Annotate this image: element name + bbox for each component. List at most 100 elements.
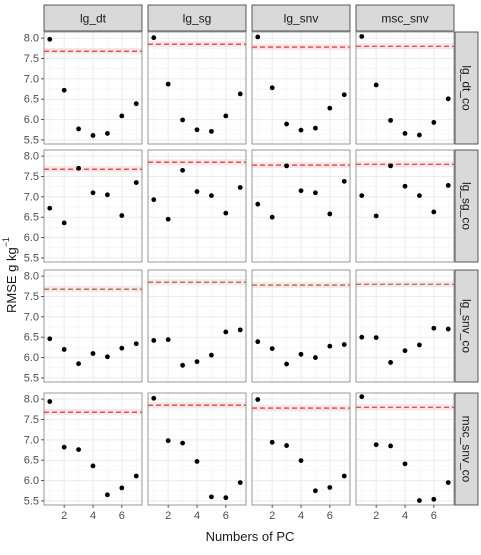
data-point <box>223 113 229 119</box>
column-strip-lg_dt: lg_dt <box>43 4 143 32</box>
panel-lg_sg_co-lg_sg <box>147 149 247 263</box>
x-tick-label: 2 <box>269 510 275 522</box>
data-point <box>255 34 261 40</box>
data-point <box>284 361 289 367</box>
data-point <box>445 183 451 188</box>
panel-lg_dt_co-lg_sg <box>147 31 247 145</box>
panel-border <box>43 269 143 383</box>
data-point <box>194 459 200 464</box>
data-point <box>313 355 318 360</box>
column-strip-bg <box>43 4 143 32</box>
data-point <box>341 178 347 184</box>
y-tick-label: 7.0 <box>24 191 39 203</box>
data-point <box>90 351 96 356</box>
panel-lg_sg_co-lg_snv <box>251 149 351 263</box>
data-point <box>165 337 171 343</box>
data-point <box>61 220 67 226</box>
data-point <box>417 498 422 503</box>
y-tick-label: 7.0 <box>24 73 39 85</box>
data-point <box>133 101 139 107</box>
data-point <box>402 183 408 189</box>
panel-lg_dt_co-lg_snv <box>251 31 351 145</box>
row-strip-lg_dt_co: lg_dt_co <box>454 31 479 145</box>
data-point <box>151 395 157 401</box>
data-point <box>76 447 81 453</box>
data-point <box>255 339 261 345</box>
data-point <box>209 128 214 134</box>
column-strip-lg_snv: lg_snv <box>251 4 351 32</box>
y-tick-label: 6.5 <box>24 94 39 106</box>
data-point <box>284 443 289 448</box>
x-axis-title: Numbers of PC <box>206 529 295 544</box>
y-tick-label: 5.5 <box>24 495 39 507</box>
row-strip-bg <box>454 269 479 383</box>
panel-border <box>43 31 143 145</box>
x-tick-label: 6 <box>119 510 125 522</box>
data-point <box>47 336 53 342</box>
data-point <box>298 458 304 464</box>
y-axis-title-main: RMSE g kg <box>4 247 19 313</box>
panel-border <box>251 149 351 263</box>
data-point <box>209 352 214 358</box>
data-point <box>61 347 67 352</box>
data-point <box>151 35 157 41</box>
row-strip-label: msc_snv_co <box>460 416 474 483</box>
y-tick-label: 8.0 <box>24 394 39 406</box>
panel-msc_snv_co-lg_snv <box>251 392 351 506</box>
y-tick-label: 8.0 <box>24 271 39 283</box>
data-point <box>180 167 185 173</box>
data-point <box>298 351 304 357</box>
data-point <box>209 193 214 199</box>
data-point <box>341 92 347 98</box>
data-point <box>431 120 437 125</box>
data-point <box>417 193 422 199</box>
data-point <box>90 190 96 196</box>
data-point <box>90 463 96 469</box>
data-point <box>209 494 214 500</box>
panel-lg_sg_co-msc_snv <box>355 149 455 263</box>
data-point <box>313 190 318 196</box>
data-point <box>388 163 393 169</box>
row-strip-bg <box>454 392 479 506</box>
y-tick-label: 5.5 <box>24 252 39 264</box>
data-point <box>417 342 422 348</box>
data-point <box>445 326 451 332</box>
data-point <box>61 444 67 450</box>
data-point <box>359 394 365 400</box>
panel-msc_snv_co-lg_sg <box>147 392 247 506</box>
data-point <box>105 492 110 498</box>
data-point <box>327 485 333 490</box>
data-point <box>76 165 81 171</box>
data-point <box>341 473 347 479</box>
y-tick-label: 7.0 <box>24 434 39 446</box>
data-point <box>133 341 139 347</box>
data-point <box>445 96 451 102</box>
data-point <box>151 197 157 203</box>
row-strip-label: lg_sg_co <box>460 182 474 230</box>
panel-lg_snv_co-msc_snv <box>355 269 455 383</box>
panel-lg_sg_co-lg_dt <box>43 149 143 263</box>
data-point <box>313 488 318 494</box>
data-point <box>47 36 53 42</box>
y-axis-title: RMSE g kg−1 <box>1 237 19 313</box>
data-point <box>402 348 408 354</box>
column-strip-label: lg_dt <box>80 12 107 26</box>
data-point <box>269 85 275 91</box>
data-point <box>388 360 393 365</box>
panel-msc_snv_co-lg_dt <box>43 392 143 506</box>
data-point <box>373 82 379 88</box>
data-point <box>105 131 110 136</box>
data-point <box>165 216 171 222</box>
data-point <box>327 343 333 349</box>
data-point <box>47 399 53 404</box>
y-tick-label: 7.5 <box>24 171 39 183</box>
y-tick-label: 8.0 <box>24 33 39 45</box>
data-point <box>388 443 393 449</box>
panel-border <box>147 149 247 263</box>
data-point <box>445 480 451 485</box>
y-tick-label: 7.5 <box>24 414 39 426</box>
column-strip-bg <box>147 4 247 32</box>
data-point <box>194 189 200 194</box>
data-point <box>431 496 437 502</box>
